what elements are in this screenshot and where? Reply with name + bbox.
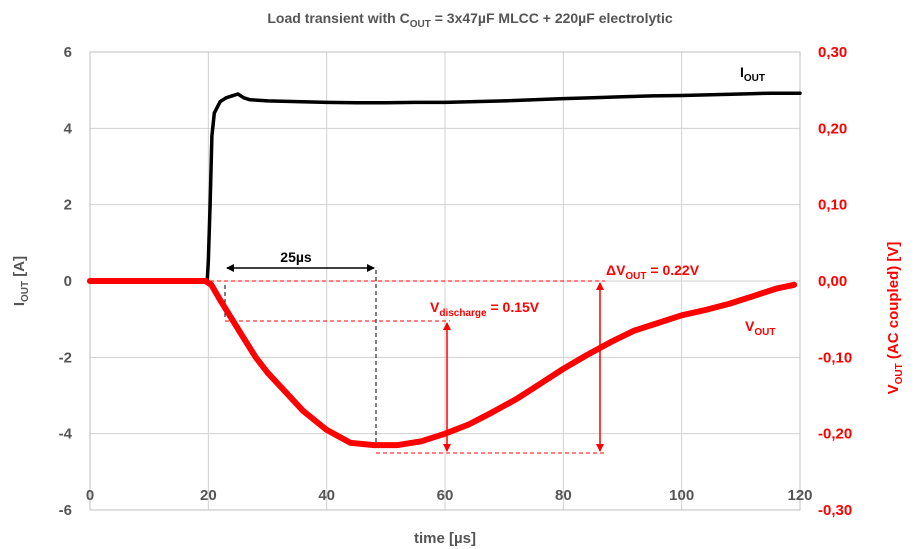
data-point-iout: [650, 94, 654, 98]
data-point-vout: [217, 297, 223, 303]
data-point-iout: [739, 92, 743, 96]
data-point-vout: [536, 381, 543, 387]
right-tick-label: -0,30: [818, 502, 852, 519]
series-line-vout: [87, 278, 798, 449]
data-point-vout: [229, 316, 235, 323]
data-point-iout: [413, 100, 417, 104]
data-point-vout: [371, 442, 377, 448]
data-point-vout: [347, 440, 354, 446]
data-point-iout: [224, 96, 228, 100]
data-point-iout: [384, 101, 388, 105]
data-point-vout: [282, 388, 289, 395]
data-point-vout: [791, 282, 797, 288]
left-tick-label: -2: [59, 349, 72, 366]
data-point-vout: [252, 354, 259, 361]
data-point-iout: [620, 95, 625, 99]
x-tick-label: 0: [86, 487, 94, 504]
chart-title: Load transient with COUT = 3x47µF MLCC +…: [267, 10, 672, 30]
left-tick-label: -4: [59, 426, 73, 443]
data-point-iout: [532, 98, 536, 102]
right-tick-label: 0,20: [818, 120, 847, 137]
data-point-vout: [418, 438, 425, 445]
data-point-iout: [768, 91, 773, 95]
data-point-iout: [248, 98, 252, 102]
data-point-iout: [230, 94, 234, 98]
data-point-iout: [443, 100, 447, 104]
data-point-iout: [591, 96, 595, 100]
data-point-vout: [513, 396, 519, 403]
right-axis-ticks: 0,30 0,20 0,10 0,00 -0,10 -0,20 -0,30: [818, 44, 852, 519]
data-point-vout: [241, 335, 247, 342]
data-point-vout: [678, 312, 685, 319]
data-point-iout: [265, 99, 270, 103]
series-points-vout: [87, 278, 797, 448]
left-axis-ticks: 6 4 2 0 -2 -4 -6: [59, 44, 73, 519]
data-point-vout: [208, 282, 215, 288]
left-tick-label: 4: [64, 120, 73, 137]
data-point-iout: [798, 91, 802, 95]
data-point-vout: [300, 408, 306, 414]
x-axis-ticks: 0 20 40 60 80 100 120: [86, 487, 813, 504]
data-point-iout: [473, 100, 477, 104]
data-point-vout: [202, 278, 209, 284]
x-tick-label: 40: [318, 487, 335, 504]
data-point-vout: [442, 430, 448, 437]
data-point-vout: [607, 339, 614, 345]
data-point-vout: [749, 293, 756, 300]
x-axis-label: time [µs]: [414, 530, 476, 547]
right-tick-label: 0,00: [818, 273, 847, 290]
data-point-vout: [773, 285, 780, 292]
discharge-label: Vdischarge = 0.15V: [430, 299, 540, 319]
data-point-vout: [489, 409, 496, 416]
data-point-iout: [242, 96, 246, 100]
data-point-iout: [325, 100, 329, 104]
left-tick-label: -6: [59, 502, 72, 519]
data-point-iout: [210, 134, 214, 138]
data-point-iout: [236, 92, 240, 96]
data-point-iout: [680, 93, 684, 98]
x-tick-label: 120: [787, 487, 812, 504]
data-point-iout: [208, 203, 212, 207]
data-point-vout: [87, 278, 93, 284]
data-point-iout: [354, 101, 358, 105]
right-tick-label: -0,20: [818, 426, 852, 443]
data-point-vout: [465, 421, 472, 428]
data-point-vout: [323, 427, 330, 433]
data-point-vout: [631, 327, 638, 334]
left-tick-label: 6: [64, 44, 72, 61]
data-point-iout: [561, 97, 565, 101]
data-point-vout: [394, 442, 401, 448]
data-point-iout: [218, 100, 222, 104]
delta-vout-label: ΔVOUT = 0.22V: [606, 262, 700, 282]
iout-series-label: IOUT: [740, 64, 765, 84]
data-point-vout: [584, 352, 590, 358]
left-tick-label: 0: [64, 273, 72, 290]
right-tick-label: -0,10: [818, 349, 852, 366]
data-point-iout: [295, 100, 299, 104]
left-axis-label: IOUT [A]: [11, 256, 31, 306]
data-point-vout: [560, 366, 567, 372]
right-tick-label: 0,10: [818, 197, 847, 214]
data-point-vout: [702, 307, 709, 313]
x-tick-label: 80: [555, 487, 572, 504]
vout-series-label: VOUT: [745, 318, 775, 338]
data-point-iout: [206, 260, 210, 264]
left-tick-label: 2: [64, 197, 72, 214]
x-tick-label: 20: [200, 487, 217, 504]
data-point-iout: [212, 111, 216, 115]
data-point-vout: [726, 301, 732, 307]
data-point-iout: [502, 99, 506, 103]
interval-label: 25µs: [280, 249, 312, 265]
x-tick-label: 60: [437, 487, 454, 504]
data-point-iout: [709, 93, 713, 97]
series-layer: [87, 91, 802, 449]
x-tick-label: 100: [669, 487, 694, 504]
right-axis-label: VOUT (AC coupled) [V]: [885, 242, 905, 395]
data-point-vout: [264, 369, 271, 376]
data-point-vout: [655, 320, 661, 326]
annotation-guides: [210, 270, 605, 454]
right-tick-label: 0,30: [818, 44, 847, 61]
